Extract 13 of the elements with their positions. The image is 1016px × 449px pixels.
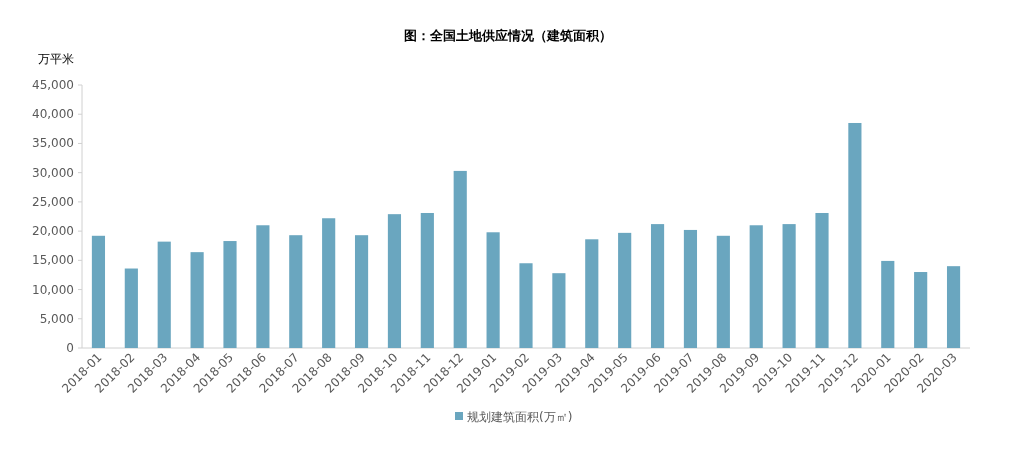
y-axis-title: 万平米 bbox=[38, 52, 74, 66]
y-tick-label: 15,000 bbox=[32, 253, 74, 268]
y-tick-label: 20,000 bbox=[32, 224, 74, 239]
y-tick-label: 25,000 bbox=[32, 194, 74, 209]
y-tick-label: 40,000 bbox=[32, 107, 74, 122]
y-tick-label: 35,000 bbox=[32, 136, 74, 151]
legend: 规划建筑面积(万㎡) bbox=[455, 410, 573, 424]
y-tick-label: 0 bbox=[66, 341, 74, 355]
y-tick-label: 10,000 bbox=[32, 282, 74, 297]
chart-title: 图：全国土地供应情况（建筑面积） bbox=[404, 28, 612, 43]
y-tick-label: 45,000 bbox=[32, 78, 74, 92]
y-tick-label: 30,000 bbox=[32, 165, 74, 180]
y-tick-label: 5,000 bbox=[39, 311, 74, 326]
